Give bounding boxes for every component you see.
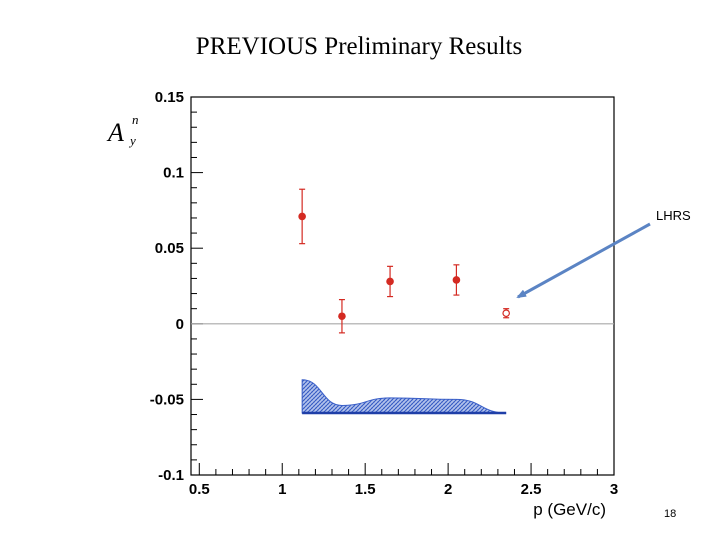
plot-frame <box>190 96 615 476</box>
y-tick-label: 0.15 <box>155 89 184 106</box>
slide-number: 18 <box>664 508 677 520</box>
y-axis-label: A n y <box>106 112 139 148</box>
y-axis-label-main: A <box>106 118 124 147</box>
data-point <box>298 212 306 221</box>
x-tick-label: 1 <box>278 481 286 498</box>
y-tick-label: 0.05 <box>155 240 184 257</box>
y-tick-label: -0.1 <box>158 467 184 484</box>
lhrs-arrow <box>516 222 651 299</box>
data-point <box>452 276 461 284</box>
data-points-group <box>298 188 510 334</box>
y-axis-label-superscript: n <box>132 112 139 127</box>
lhrs-annotation: LHRS <box>656 208 691 223</box>
y-axis: -0.1 -0.05 0 0.05 0.1 0.15 <box>150 89 203 484</box>
data-point <box>338 312 346 321</box>
x-axis-title: p (GeV/c) <box>533 500 606 519</box>
y-tick-label: 0.1 <box>163 165 184 182</box>
x-tick-label: 3 <box>610 481 618 498</box>
data-point <box>386 277 394 286</box>
data-point-open <box>502 309 510 318</box>
x-tick-label: 0.5 <box>189 481 210 498</box>
x-tick-label: 2.5 <box>521 481 542 498</box>
systematic-band-group <box>301 379 507 415</box>
slide-title: PREVIOUS Preliminary Results <box>0 33 720 61</box>
x-tick-label: 1.5 <box>355 481 376 498</box>
y-tick-label: -0.05 <box>150 391 184 408</box>
slide-title-text: PREVIOUS Preliminary Results <box>195 33 523 60</box>
y-axis-label-subscript: y <box>128 133 136 148</box>
x-axis: 0.5 1 1.5 2 2.5 3 <box>189 463 618 498</box>
systematic-band <box>301 379 507 414</box>
y-tick-label: 0 <box>176 316 184 333</box>
x-tick-label: 2 <box>444 481 452 498</box>
